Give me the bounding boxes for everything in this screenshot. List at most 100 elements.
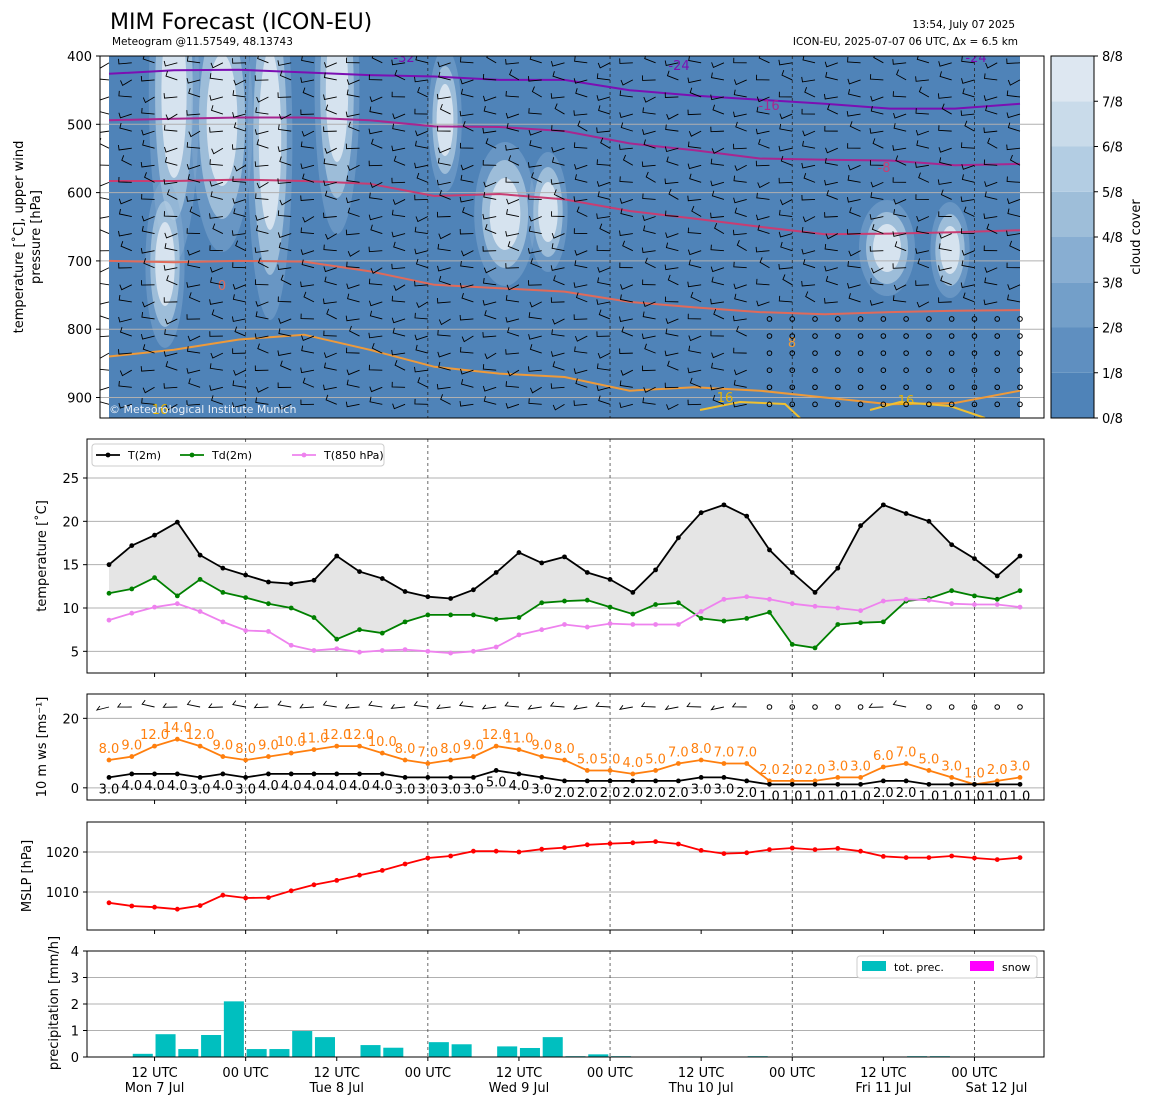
wind-barb (778, 91, 793, 98)
wind-barb (165, 113, 178, 121)
wind-barb (689, 87, 702, 98)
wind-barb (254, 161, 269, 167)
wind-barb (165, 70, 178, 81)
surface-wind-barb (95, 705, 110, 711)
wind-barb (690, 291, 702, 303)
calm-marker (812, 367, 818, 373)
wind-barb (847, 175, 861, 183)
wind-barb (758, 56, 770, 64)
gust-point (653, 768, 658, 773)
wind-barb (643, 96, 656, 103)
wind-barb (983, 159, 998, 166)
precip-bar (155, 1034, 176, 1057)
series-T2m-point (949, 542, 955, 548)
surface-wind-barb (116, 702, 132, 708)
wind-barb (641, 333, 656, 340)
gust-point (767, 778, 772, 784)
series-T850hPa-point (243, 628, 249, 633)
wind-barb (416, 301, 429, 309)
wind-barb (960, 282, 975, 289)
wind-barb (300, 281, 315, 288)
wind-barb (437, 265, 451, 272)
wind-barb (711, 352, 725, 359)
series-Td2m-point (471, 612, 476, 618)
wind-barb (324, 190, 337, 200)
precip-bar (292, 1031, 313, 1057)
calm-marker (857, 350, 864, 356)
gust-value-label: 11.0 (504, 732, 533, 747)
wind-barb (233, 122, 246, 132)
mean-wind-point (379, 771, 385, 777)
gust-point (721, 761, 727, 766)
wind-barb (164, 156, 178, 166)
mean-wind-value-label: 2.0 (873, 786, 894, 801)
wind-barb (915, 76, 929, 82)
wind-barb (573, 110, 588, 116)
wind-barb (619, 230, 633, 237)
calm-marker (835, 316, 841, 322)
wind-barb (484, 352, 497, 360)
wind-barb (846, 111, 861, 117)
series-T2m-point (539, 560, 545, 566)
series-T2m-point (789, 570, 795, 575)
wind-barb (141, 280, 155, 286)
time-tick-label: 00 UTC (951, 1066, 997, 1081)
gust-value-label: 10.0 (368, 735, 397, 750)
wind-barb (985, 105, 998, 115)
wind-barb (528, 366, 542, 372)
wind-barb (437, 157, 451, 166)
wind-barb (961, 250, 975, 256)
wind-barb (100, 181, 110, 187)
wind-barb (915, 129, 930, 136)
wind-barb (824, 179, 838, 186)
time-tick-label: 12 UTC (496, 1066, 542, 1081)
time-axis: 12 UTC 00 UTC 12 UTC 00 UTC 12 UTC 00 UTC 12 U… (125, 1066, 1028, 1096)
wind-barb (211, 147, 224, 155)
wind-barb (211, 309, 224, 320)
wind-barb (619, 198, 633, 204)
wind-barb (302, 87, 315, 98)
calm-marker (1017, 367, 1023, 373)
wind-barb (506, 198, 520, 205)
wind-barb (780, 155, 793, 166)
wind-barb (733, 347, 747, 354)
wind-barb (688, 345, 702, 354)
wind-barb (482, 213, 497, 220)
wind-barb (642, 301, 656, 308)
wind-barb (346, 175, 360, 183)
wind-barb (189, 206, 201, 217)
wind-barb (118, 316, 132, 323)
precip-bar (519, 1047, 540, 1057)
wind-barb (369, 396, 383, 405)
wind-barb (323, 266, 337, 273)
wind-barb (140, 161, 155, 168)
wind-barb (302, 377, 315, 388)
series-Td2m-point (243, 595, 249, 600)
wind-barb (666, 156, 679, 166)
wind-barb (368, 128, 383, 135)
wind-barb (347, 250, 360, 257)
wind-barb (187, 249, 201, 256)
mean-wind-point (994, 781, 1000, 787)
wind-barb (209, 159, 223, 166)
gust-value-label: 7.0 (668, 746, 689, 761)
wind-barb (938, 265, 952, 271)
surface-wind-barb (527, 704, 542, 710)
calm-marker (835, 350, 841, 356)
precip-bar (588, 1054, 609, 1057)
gust-point (516, 747, 522, 753)
wind-barb (164, 232, 178, 239)
wind-barb (255, 193, 269, 200)
wind-barb (324, 276, 337, 286)
wind-barb (849, 207, 861, 217)
wind-barb (186, 142, 201, 149)
mean-wind-point (334, 771, 340, 777)
precip-bar (132, 1053, 153, 1057)
gust-value-label: 2.0 (805, 763, 826, 778)
series-T850hPa-point (994, 602, 1000, 607)
series-T850hPa-point (903, 596, 909, 602)
calm-marker (812, 384, 818, 391)
wind-barb (527, 162, 542, 168)
surface-wind-barb (344, 703, 360, 709)
